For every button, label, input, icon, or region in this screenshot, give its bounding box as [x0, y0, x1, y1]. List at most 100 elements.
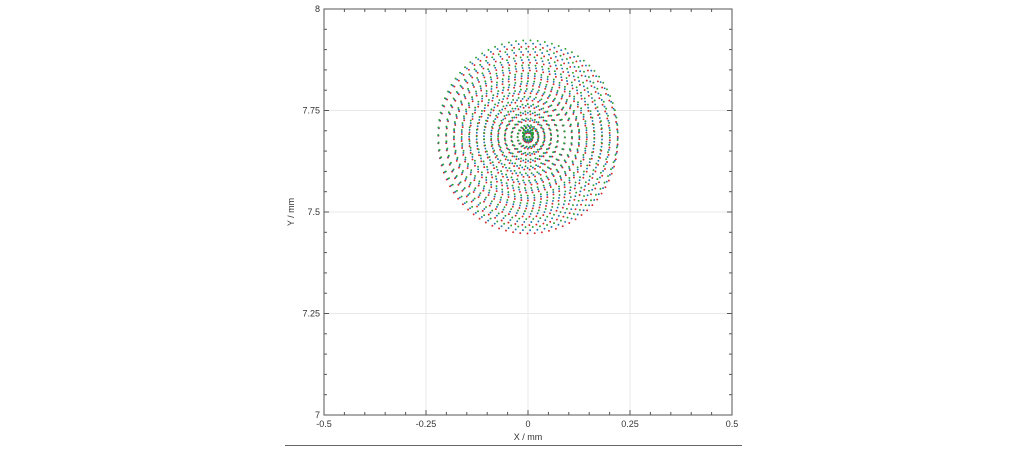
spot-point [497, 113, 500, 115]
spot-point [499, 61, 502, 64]
spot-point [561, 148, 564, 150]
spot-point [503, 134, 506, 137]
spot-point [549, 129, 552, 132]
spot-point [568, 181, 571, 184]
spot-point [535, 164, 538, 167]
spot-point [496, 77, 499, 80]
spot-point [572, 163, 575, 166]
spot-point [584, 100, 586, 103]
spot-point [548, 155, 551, 158]
spot-point [614, 115, 617, 118]
spot-point [519, 100, 522, 103]
spot-point [515, 40, 517, 43]
spot-point [485, 59, 487, 62]
spot-point [573, 55, 576, 58]
spot-point [514, 223, 517, 225]
spot-point [565, 100, 568, 103]
spot-point [508, 120, 511, 123]
spot-point [518, 188, 521, 191]
spot-point [519, 171, 522, 174]
spot-point [591, 100, 594, 103]
spot-point [570, 129, 573, 132]
spot-point [539, 81, 542, 84]
spot-point [580, 186, 583, 189]
spot-point [530, 210, 533, 212]
spot-point [490, 170, 493, 173]
spot-point [537, 220, 540, 223]
spot-point [561, 67, 564, 70]
spot-point [592, 147, 595, 150]
spot-point [563, 88, 566, 91]
spot-point [526, 194, 529, 197]
spot-point [468, 185, 471, 188]
spot-point [507, 110, 510, 113]
spot-point [495, 187, 498, 190]
spot-point [524, 172, 527, 175]
spot-point [486, 168, 489, 171]
spot-point [446, 118, 449, 121]
spot-point [531, 99, 534, 102]
spot-point [483, 214, 486, 217]
spot-point [558, 81, 561, 84]
spot-point [487, 104, 490, 107]
spot-point [539, 43, 542, 46]
spot-point [524, 130, 527, 133]
spot-point [480, 115, 483, 118]
spot-point [499, 50, 502, 53]
spot-point [583, 195, 585, 197]
spot-point [473, 197, 476, 200]
spot-point [582, 85, 585, 88]
spot-point [522, 159, 525, 162]
spot-point [456, 156, 459, 159]
spot-point [600, 127, 603, 130]
spot-point [592, 169, 595, 172]
spot-point [534, 157, 537, 160]
spot-point [589, 116, 592, 119]
spot-point [606, 161, 608, 163]
spot-point [530, 147, 533, 150]
spot-point [511, 184, 514, 187]
spot-point [519, 85, 522, 88]
spot-point [582, 115, 585, 118]
spot-point [467, 194, 470, 196]
spot-point [555, 182, 558, 185]
spot-point [494, 193, 497, 196]
spot-point [520, 72, 523, 75]
spot-point [461, 103, 463, 106]
spot-point [524, 165, 527, 168]
spot-point [501, 188, 504, 191]
spot-point [485, 206, 488, 209]
spot-point [458, 163, 461, 166]
spot-point [512, 187, 515, 189]
x-tick-labels: -0.5 -0.25 0 0.25 0.5 [316, 419, 738, 429]
spot-point [526, 103, 529, 106]
spot-point [586, 209, 589, 212]
spot-point [480, 157, 482, 160]
spot-point [540, 73, 543, 76]
spot-point [464, 97, 467, 100]
spot-point [552, 151, 555, 154]
spot-point [505, 104, 508, 107]
spot-point [568, 74, 571, 77]
spot-point [486, 165, 489, 168]
spot-point [508, 148, 511, 151]
spot-point [501, 100, 504, 103]
spot-point [529, 61, 531, 64]
spot-point [533, 118, 536, 121]
spot-point [525, 154, 527, 157]
spot-point [484, 82, 487, 85]
spot-point [548, 144, 551, 146]
spot-point [483, 138, 486, 141]
spot-point [550, 134, 553, 137]
spot-point [517, 43, 520, 45]
spot-point [478, 217, 481, 220]
spot-point [554, 73, 557, 75]
spot-point [535, 62, 538, 65]
spot-point [591, 204, 594, 207]
spot-point [591, 151, 594, 154]
spot-point [524, 110, 527, 113]
spot-point [613, 165, 616, 168]
spot-point [531, 136, 534, 139]
spot-point [488, 63, 491, 66]
spot-point [587, 106, 590, 109]
